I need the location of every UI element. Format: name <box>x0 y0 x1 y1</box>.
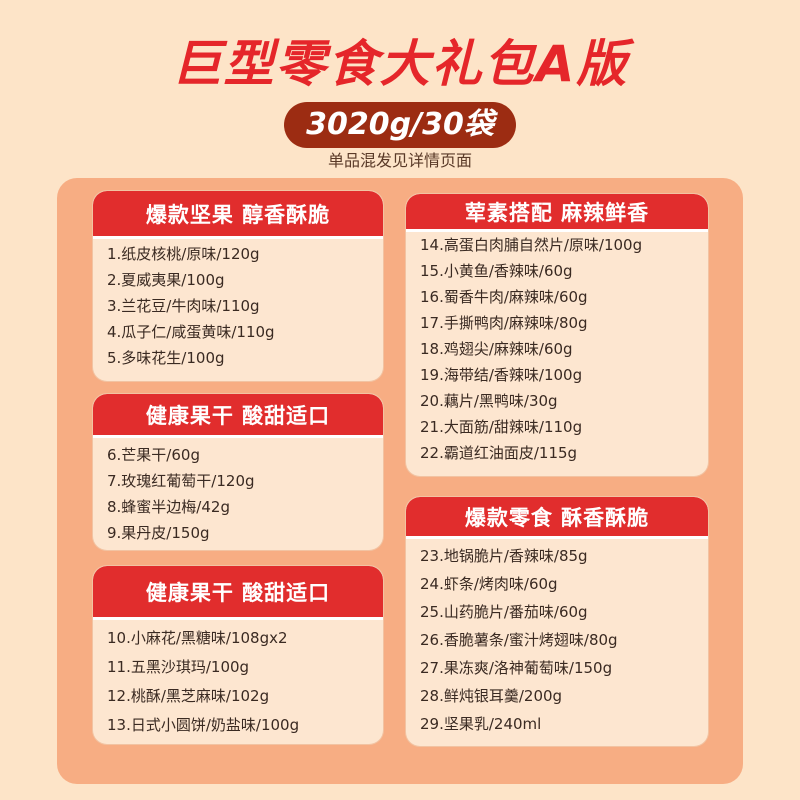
category-card-title: 健康果干 酸甜适口 <box>93 394 383 438</box>
list-item: 8.蜂蜜半边梅/42g <box>107 498 230 516</box>
list-item: 18.鸡翅尖/麻辣味/60g <box>420 340 573 358</box>
category-card-title: 爆款零食 酥香酥脆 <box>406 497 708 539</box>
list-item: 19.海带结/香辣味/100g <box>420 366 583 384</box>
category-card-title: 健康果干 酸甜适口 <box>93 566 383 620</box>
category-card-title: 爆款坚果 醇香酥脆 <box>93 191 383 239</box>
list-item: 10.小麻花/黑糖味/108gx2 <box>107 629 288 647</box>
weight-badge: 3020g/30袋 <box>284 102 516 148</box>
category-card-nuts: 爆款坚果 醇香酥脆 1.纸皮核桃/原味/120g 2.夏威夷果/100g 3.兰… <box>93 191 383 381</box>
list-item: 20.藕片/黑鸭味/30g <box>420 392 558 410</box>
list-item: 23.地锅脆片/香辣味/85g <box>420 547 588 565</box>
category-item-list: 6.芒果干/60g 7.玫瑰红葡萄干/120g 8.蜂蜜半边梅/42g 9.果丹… <box>93 438 383 546</box>
list-item: 25.山药脆片/番茄味/60g <box>420 603 588 621</box>
list-item: 17.手撕鸭肉/麻辣味/80g <box>420 314 588 332</box>
list-item: 16.蜀香牛肉/麻辣味/60g <box>420 288 588 306</box>
list-item: 7.玫瑰红葡萄干/120g <box>107 472 255 490</box>
list-item: 12.桃酥/黑芝麻味/102g <box>107 687 270 705</box>
category-item-list: 14.高蛋白肉脯自然片/原味/100g 15.小黄鱼/香辣味/60g 16.蜀香… <box>406 232 708 466</box>
list-item: 21.大面筋/甜辣味/110g <box>420 418 583 436</box>
category-card-pastry: 健康果干 酸甜适口 10.小麻花/黑糖味/108gx2 11.五黑沙琪玛/100… <box>93 566 383 744</box>
list-item: 15.小黄鱼/香辣味/60g <box>420 262 573 280</box>
list-item: 3.兰花豆/牛肉味/110g <box>107 297 260 315</box>
list-item: 1.纸皮核桃/原味/120g <box>107 245 260 263</box>
list-item: 14.高蛋白肉脯自然片/原味/100g <box>420 236 643 254</box>
category-card-snacks: 爆款零食 酥香酥脆 23.地锅脆片/香辣味/85g 24.虾条/烤肉味/60g … <box>406 497 708 746</box>
list-item: 24.虾条/烤肉味/60g <box>420 575 558 593</box>
list-item: 9.果丹皮/150g <box>107 524 210 542</box>
list-item: 26.香脆薯条/蜜汁烤翅味/80g <box>420 631 618 649</box>
list-item: 22.霸道红油面皮/115g <box>420 444 578 462</box>
category-item-list: 10.小麻花/黑糖味/108gx2 11.五黑沙琪玛/100g 12.桃酥/黑芝… <box>93 620 383 740</box>
list-item: 2.夏威夷果/100g <box>107 271 225 289</box>
list-item: 13.日式小圆饼/奶盐味/100g <box>107 716 300 734</box>
category-item-list: 23.地锅脆片/香辣味/85g 24.虾条/烤肉味/60g 25.山药脆片/番茄… <box>406 539 708 738</box>
category-card-title: 荤素搭配 麻辣鲜香 <box>406 194 708 232</box>
list-item: 28.鲜炖银耳羹/200g <box>420 687 563 705</box>
category-card-spicy: 荤素搭配 麻辣鲜香 14.高蛋白肉脯自然片/原味/100g 15.小黄鱼/香辣味… <box>406 194 708 476</box>
list-item: 27.果冻爽/洛神葡萄味/150g <box>420 659 613 677</box>
subtitle: 单品混发见详情页面 <box>327 151 472 170</box>
list-item: 6.芒果干/60g <box>107 446 200 464</box>
category-item-list: 1.纸皮核桃/原味/120g 2.夏威夷果/100g 3.兰花豆/牛肉味/110… <box>93 239 383 371</box>
list-item: 4.瓜子仁/咸蛋黄味/110g <box>107 323 275 341</box>
list-item: 5.多味花生/100g <box>107 349 225 367</box>
list-item: 29.坚果乳/240ml <box>420 715 542 733</box>
category-card-dried-fruit: 健康果干 酸甜适口 6.芒果干/60g 7.玫瑰红葡萄干/120g 8.蜂蜜半边… <box>93 394 383 550</box>
page-title: 巨型零食大礼包A版 <box>171 35 629 93</box>
list-item: 11.五黑沙琪玛/100g <box>107 658 250 676</box>
